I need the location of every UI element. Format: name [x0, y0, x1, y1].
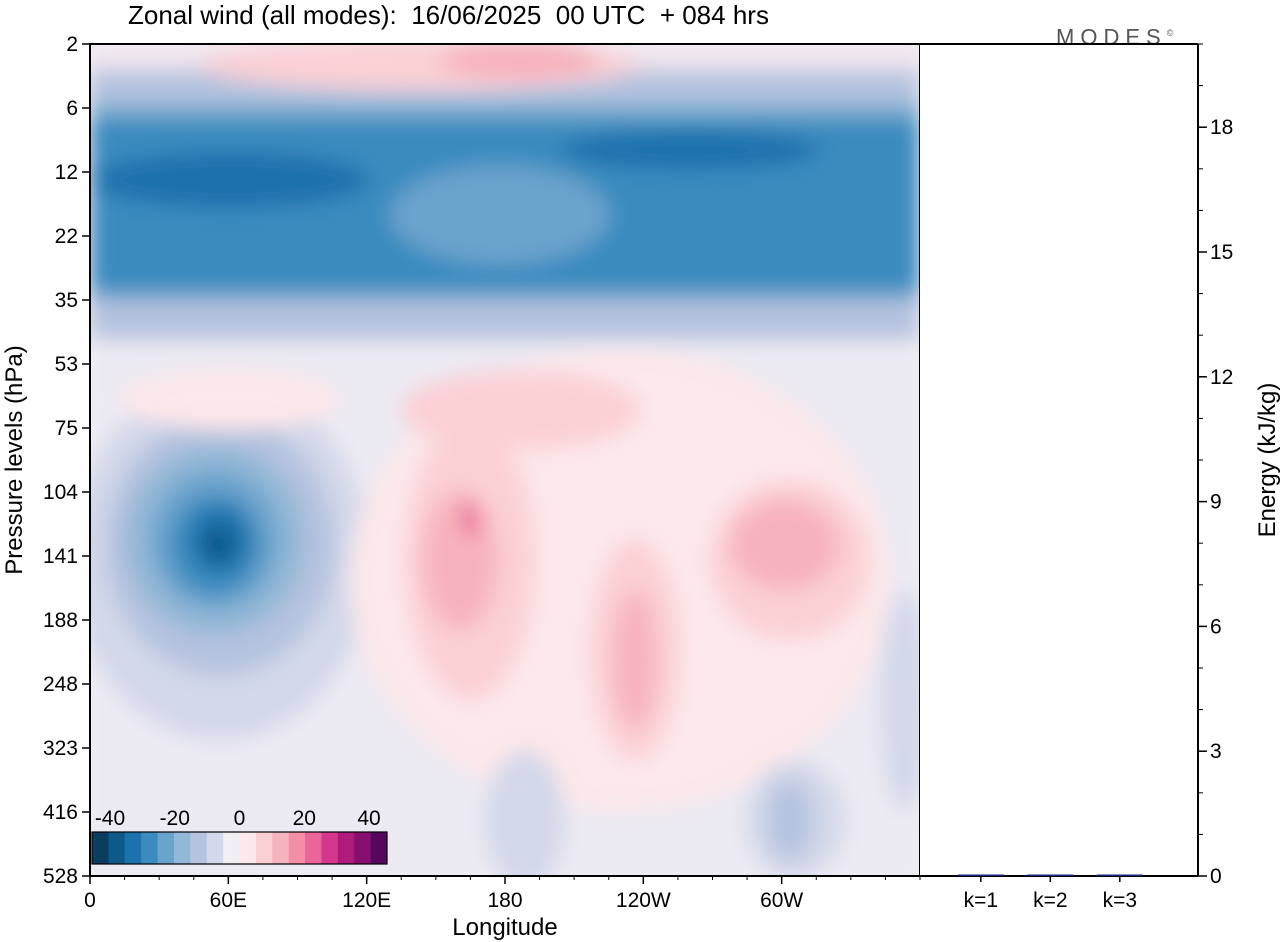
energy-plot-area: [920, 44, 1198, 876]
central-weak-easterly: [390, 165, 610, 265]
colorbar-swatch: [272, 832, 290, 864]
colorbar-label: -40: [95, 807, 125, 830]
energy-bar: [957, 874, 1004, 876]
y-tick-label: 2: [66, 33, 78, 56]
y-tick-label: 248: [43, 673, 78, 696]
lower-easterly-dateline: [485, 750, 565, 876]
y-tick-label: 141: [43, 545, 78, 568]
westerlies-stratosphere-core: [440, 44, 600, 80]
colorbar-swatch: [108, 832, 126, 864]
x-tick-label: 120W: [616, 889, 671, 912]
lower-easterly-edge: [90, 300, 920, 340]
x-axis: 0 60E 120E 180 120W 60W Longitude: [84, 876, 921, 941]
y-tick-label: 323: [43, 737, 78, 760]
energy-category-label: k=2: [1033, 889, 1067, 912]
colorbar-swatch: [157, 832, 175, 864]
colorbar-swatch: [305, 832, 322, 864]
heatmap-panel: [90, 44, 920, 876]
colorbar-swatch: [206, 832, 224, 864]
chart-title: Zonal wind (all modes): 16/06/2025 00 UT…: [128, 0, 769, 30]
westerly-dateline-core: [422, 490, 498, 630]
energy-bar: [1027, 874, 1074, 876]
x-tick-label: 180: [487, 889, 522, 912]
colorbar: -40 -20 0 20 40: [91, 807, 388, 865]
colorbar-swatch: [370, 832, 388, 864]
energy-panel: k=1 k=2 k=3 0 3 6 9 12 15 18 Energy (kJ/kg): [920, 43, 1280, 912]
energy-tick-label: 18: [1210, 116, 1233, 139]
westerly-60w-core: [730, 500, 840, 590]
energy-category-label: k=1: [964, 889, 998, 912]
colorbar-label: 0: [234, 807, 246, 830]
energy-tick-label: 3: [1210, 740, 1222, 763]
x-tick-label: 60E: [210, 889, 247, 912]
colorbar-swatch: [337, 832, 355, 864]
colorbar-swatch: [239, 832, 257, 864]
x-tick-label: 0: [84, 889, 96, 912]
upper-core-east: [560, 130, 820, 170]
colorbar-swatch: [321, 832, 339, 864]
y-tick-label: 53: [55, 353, 78, 376]
colorbar-label: 20: [293, 807, 316, 830]
colorbar-swatch: [288, 832, 306, 864]
energy-bar: [1096, 874, 1143, 876]
colorbar-frame: [91, 831, 388, 865]
y-tick-label: 6: [66, 97, 78, 120]
colorbar-swatch: [223, 832, 240, 864]
colorbar-swatch: [255, 832, 273, 864]
colorbar-swatch: [141, 832, 159, 864]
x-tick-label: 120E: [342, 889, 391, 912]
energy-tick-label: 15: [1210, 241, 1233, 264]
energy-tick-label: 0: [1210, 865, 1222, 888]
tropo-easterly-core: [202, 527, 234, 563]
energy-tick-label: 12: [1210, 366, 1233, 389]
upper-trop-westerly-center: [400, 370, 640, 450]
lower-easterly-edge-east: [880, 590, 920, 810]
energy-tick-label: 6: [1210, 615, 1222, 638]
colorbar-label: 40: [357, 807, 380, 830]
upper-core-west: [90, 152, 370, 208]
energy-tick-label: 9: [1210, 491, 1222, 514]
colorbar-swatch: [124, 832, 142, 864]
y-tick-label: 104: [43, 481, 78, 504]
y-axis-title: Pressure levels (hPa): [1, 345, 28, 574]
energy-category-label: k=3: [1103, 889, 1137, 912]
colorbar-swatch: [354, 832, 372, 864]
y-tick-label: 12: [55, 161, 78, 184]
colorbar-swatch: [173, 832, 191, 864]
lower-easterly-east-core: [768, 780, 812, 860]
x-axis-title: Longitude: [452, 914, 557, 941]
energy-axis-title: Energy (kJ/kg): [1254, 383, 1280, 538]
y-tick-label: 22: [55, 225, 78, 248]
colorbar-label: -20: [160, 807, 190, 830]
x-tick-label: 60W: [760, 889, 803, 912]
y-tick-label: 188: [43, 609, 78, 632]
y-tick-label: 528: [43, 865, 78, 888]
y-tick-label: 75: [55, 417, 78, 440]
colorbar-swatch: [190, 832, 208, 864]
westerly-120w-core: [613, 590, 657, 730]
colorbar-swatch: [92, 832, 109, 864]
y-axis-left: 2 6 12 22 35 53 75 104 141 188 248 323 416 528 Pressu…: [1, 33, 90, 888]
y-tick-label: 35: [55, 289, 78, 312]
y-tick-label: 416: [43, 801, 78, 824]
upper-trop-westerly-west: [120, 370, 340, 430]
westerly-dateline-max: [462, 502, 478, 538]
